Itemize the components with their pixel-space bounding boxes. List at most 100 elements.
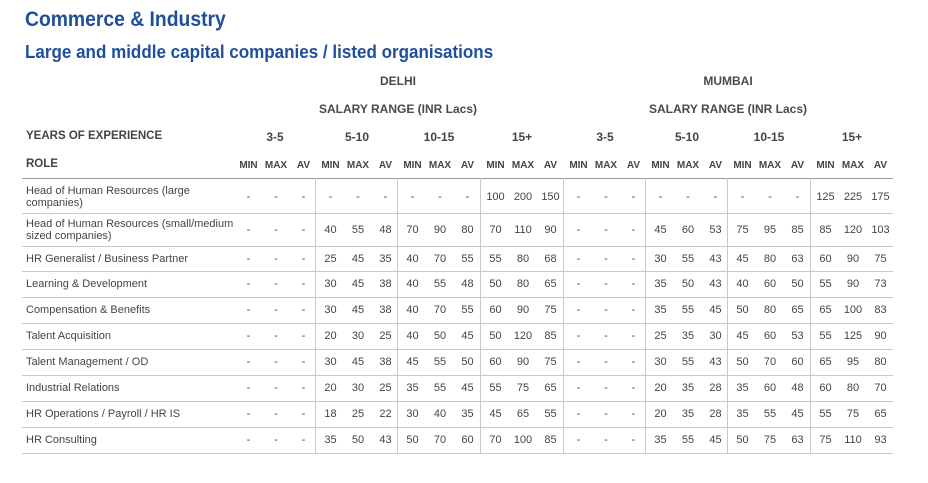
table-cell: 35 <box>406 382 419 394</box>
column-header-min: MIN <box>403 160 422 171</box>
table-cell: 40 <box>433 408 447 420</box>
row-divider <box>22 323 893 324</box>
table-cell: - <box>301 330 306 342</box>
table-cell: 35 <box>681 382 695 394</box>
table-cell: - <box>795 190 800 203</box>
column-header-av: AV <box>626 160 641 171</box>
table-cell: - <box>604 304 608 316</box>
table-cell: 90 <box>516 304 530 316</box>
table-cell: 70 <box>433 252 447 265</box>
table-cell: - <box>576 252 581 265</box>
table-cell: 70 <box>763 356 777 368</box>
table-cell: - <box>246 278 251 290</box>
table-cell: - <box>410 190 415 203</box>
table-cell: 30 <box>351 330 365 342</box>
table-cell: - <box>576 223 581 236</box>
table-cell: - <box>301 304 306 316</box>
table-cell: 70 <box>406 223 419 236</box>
table-cell: 25 <box>324 252 337 265</box>
table-cell: 45 <box>709 304 722 316</box>
table-cell: - <box>631 304 636 316</box>
table-cell: - <box>383 190 388 203</box>
table-cell: 30 <box>324 304 337 316</box>
column-header-av: AV <box>708 160 723 171</box>
table-cell: 40 <box>324 223 337 236</box>
table-cell: - <box>274 382 278 394</box>
table-cell: 80 <box>846 382 860 394</box>
table-cell: 50 <box>791 278 804 290</box>
table-cell: - <box>631 382 636 394</box>
table-cell: - <box>604 330 608 342</box>
table-cell: - <box>576 434 581 446</box>
table-cell: - <box>576 408 581 420</box>
column-header-max: MAX <box>511 160 535 171</box>
experience-group-label: 5-10 <box>674 130 700 144</box>
table-cell: 45 <box>489 408 502 420</box>
table-cell: 50 <box>681 278 695 290</box>
table-cell: 95 <box>763 223 777 236</box>
table-cell: 55 <box>489 252 502 265</box>
table-cell: 65 <box>544 382 557 394</box>
row-role-label: Talent Acquisition <box>26 330 111 342</box>
column-header-max: MAX <box>428 160 452 171</box>
table-cell: 38 <box>379 356 392 368</box>
table-cell: - <box>274 330 278 342</box>
group-separator <box>645 178 646 453</box>
table-cell: - <box>301 356 306 368</box>
table-cell: - <box>604 356 608 368</box>
table-cell: 48 <box>379 223 392 236</box>
table-cell: 80 <box>516 252 530 265</box>
table-cell: - <box>604 434 608 446</box>
table-cell: 30 <box>654 356 667 368</box>
table-cell: 60 <box>819 252 832 265</box>
table-cell: - <box>356 190 360 203</box>
group-separator <box>563 178 564 453</box>
table-cell: - <box>658 190 663 203</box>
table-cell: 120 <box>513 330 533 342</box>
table-cell: - <box>246 190 251 203</box>
table-cell: - <box>604 408 608 420</box>
column-header-max: MAX <box>758 160 782 171</box>
table-cell: 55 <box>819 278 832 290</box>
table-cell: 20 <box>654 408 667 420</box>
table-cell: - <box>740 190 745 203</box>
experience-group-label: 3-5 <box>266 130 284 144</box>
table-cell: 50 <box>736 434 749 446</box>
table-cell: 70 <box>489 434 502 446</box>
table-cell: 75 <box>763 434 777 446</box>
table-cell: 75 <box>516 382 530 394</box>
table-cell: - <box>246 356 251 368</box>
experience-group-label: 10-15 <box>753 130 785 144</box>
table-cell: - <box>465 190 470 203</box>
table-cell: 55 <box>351 223 365 236</box>
table-cell: 100 <box>486 190 505 203</box>
table-cell: 28 <box>709 382 722 394</box>
table-cell: - <box>274 223 278 236</box>
table-cell: 22 <box>379 408 392 420</box>
table-cell: 45 <box>791 408 804 420</box>
group-separator <box>480 178 481 453</box>
table-cell: 50 <box>489 278 502 290</box>
table-cell: - <box>604 223 608 236</box>
table-cell: - <box>328 190 333 203</box>
table-cell: 80 <box>763 252 777 265</box>
table-cell: - <box>438 190 442 203</box>
experience-group-label: 15+ <box>511 130 533 144</box>
table-cell: 150 <box>541 190 560 203</box>
table-cell: - <box>631 434 636 446</box>
table-cell: 40 <box>406 252 419 265</box>
table-cell: - <box>576 356 581 368</box>
table-cell: 80 <box>461 223 474 236</box>
row-divider <box>22 349 893 350</box>
experience-group-label: 15+ <box>841 130 863 144</box>
table-cell: 35 <box>654 304 667 316</box>
table-cell: 110 <box>844 434 862 446</box>
table-cell: - <box>631 356 636 368</box>
table-cell: 85 <box>819 223 832 236</box>
table-cell: 60 <box>763 382 777 394</box>
table-cell: 83 <box>874 304 887 316</box>
table-cell: 60 <box>489 304 502 316</box>
table-cell: 43 <box>709 278 722 290</box>
table-cell: - <box>576 190 581 203</box>
table-cell: - <box>274 434 278 446</box>
